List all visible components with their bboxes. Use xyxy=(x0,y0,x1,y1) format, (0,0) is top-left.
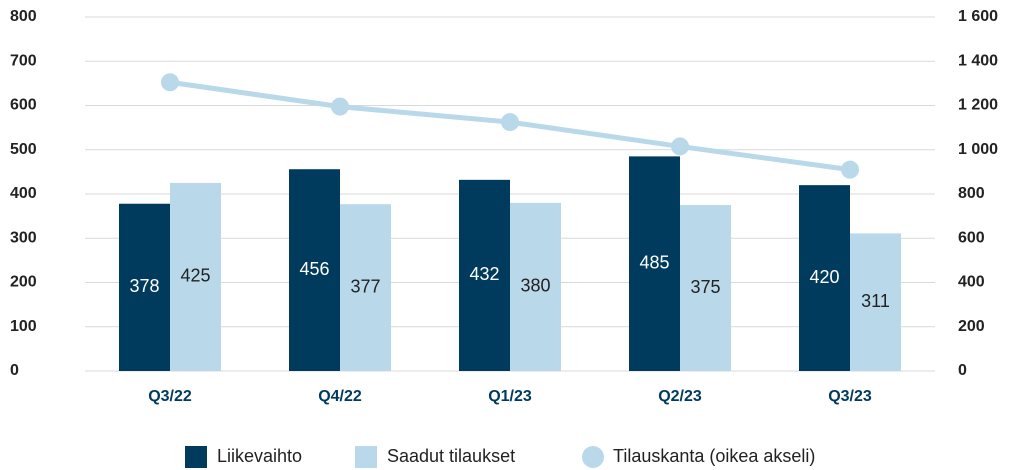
bar xyxy=(459,179,510,371)
y2-tick-label: 1 600 xyxy=(958,8,998,25)
y-tick-label: 500 xyxy=(10,141,37,158)
line-marker xyxy=(501,113,519,132)
line-marker xyxy=(841,160,859,179)
y2-tick-label: 1 400 xyxy=(958,52,998,69)
y-tick-label: 800 xyxy=(10,8,37,25)
bar xyxy=(119,203,170,371)
bar xyxy=(850,233,901,371)
bar xyxy=(510,202,561,371)
y2-tick-label: 1 000 xyxy=(958,141,998,158)
y2-tick-label: 0 xyxy=(958,362,967,379)
x-tick-label: Q3/22 xyxy=(148,388,192,405)
y2-tick-label: 800 xyxy=(958,185,985,202)
y-tick-label: 300 xyxy=(10,229,37,246)
bar-value-label: 432 xyxy=(469,264,499,284)
legend-swatch xyxy=(582,446,604,468)
bar xyxy=(289,169,340,371)
y-tick-label: 600 xyxy=(10,97,37,114)
x-tick-label: Q3/23 xyxy=(828,388,872,405)
line-marker xyxy=(161,73,179,92)
bar xyxy=(340,204,391,371)
x-tick-label: Q4/22 xyxy=(318,388,362,405)
legend-label: Tilauskanta (oikea akseli) xyxy=(613,446,815,466)
line-marker xyxy=(671,137,689,156)
bar-value-label: 425 xyxy=(180,266,210,286)
bar-value-label: 377 xyxy=(350,276,380,296)
y2-tick-label: 600 xyxy=(958,229,985,246)
legend-label: Liikevaihto xyxy=(217,446,302,466)
bar-value-label: 485 xyxy=(639,252,669,272)
x-tick-label: Q1/23 xyxy=(488,388,532,405)
legend-label: Saadut tilaukset xyxy=(387,446,515,466)
y2-tick-label: 200 xyxy=(958,318,985,335)
line-marker xyxy=(331,97,349,116)
y-tick-label: 100 xyxy=(10,318,37,335)
bar-value-label: 420 xyxy=(809,267,839,287)
legend-swatch xyxy=(185,446,207,468)
bar-value-label: 380 xyxy=(520,276,550,296)
y-tick-label: 700 xyxy=(10,52,37,69)
y-tick-label: 0 xyxy=(10,362,19,379)
bar-value-label: 311 xyxy=(861,291,890,311)
bar xyxy=(629,156,680,371)
bar xyxy=(170,182,221,371)
bar xyxy=(680,205,731,371)
y2-tick-label: 1 200 xyxy=(958,97,998,114)
bar-value-label: 456 xyxy=(299,259,329,279)
bar xyxy=(799,185,850,371)
y-tick-label: 400 xyxy=(10,185,37,202)
legend-swatch xyxy=(355,446,377,468)
y-tick-label: 200 xyxy=(10,274,37,291)
bar-value-label: 375 xyxy=(690,277,720,297)
bar-value-label: 378 xyxy=(129,276,159,296)
y2-tick-label: 400 xyxy=(958,274,985,291)
x-tick-label: Q2/23 xyxy=(658,388,702,405)
